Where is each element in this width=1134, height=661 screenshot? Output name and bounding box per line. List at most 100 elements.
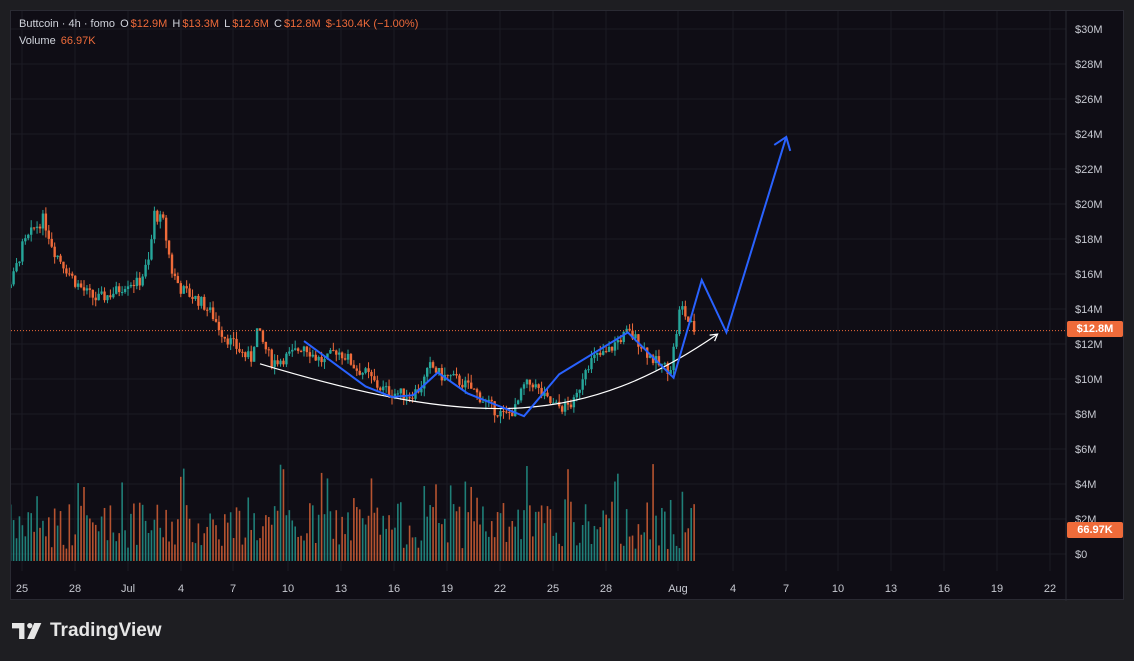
candle-body xyxy=(537,384,540,388)
candle-body xyxy=(467,380,470,383)
candle-body xyxy=(173,273,177,277)
volume-bar xyxy=(100,516,103,561)
volume-bar xyxy=(661,507,663,561)
candle-body xyxy=(640,346,643,349)
cup-curve-arrowhead xyxy=(709,333,719,342)
volume-bar xyxy=(229,512,232,561)
volume-bar xyxy=(174,544,176,561)
volume-bar xyxy=(570,501,572,561)
candle-body xyxy=(167,240,171,255)
candle-body xyxy=(458,375,461,385)
volume-label: Volume xyxy=(19,35,56,47)
candle-body xyxy=(663,363,666,365)
volume-bar xyxy=(42,520,44,561)
chart-panel[interactable]: $30M $28M $26M $24M $22M $20M $18M $16M $14M $12M… xyxy=(10,10,1125,601)
candle-body xyxy=(405,397,408,399)
volume-bar xyxy=(80,505,82,561)
volume-bar xyxy=(68,504,71,561)
candle-body xyxy=(255,328,259,348)
volume-bar xyxy=(599,527,602,561)
volume-bar xyxy=(191,542,194,561)
volume-bar xyxy=(408,525,411,561)
candle-body xyxy=(352,364,356,369)
volume-bar xyxy=(678,548,681,561)
volume-bar xyxy=(314,543,317,561)
candle-body xyxy=(326,353,329,360)
volume-bar xyxy=(171,521,173,561)
volume-bar xyxy=(144,520,147,561)
cup-curve xyxy=(259,333,718,410)
candle-body xyxy=(185,286,188,289)
candle-body xyxy=(428,362,432,369)
volume-bar xyxy=(423,486,426,561)
volume-bar xyxy=(326,478,329,561)
volume-bar xyxy=(449,485,452,561)
volume-bar xyxy=(136,544,138,561)
volume-bar xyxy=(203,533,206,561)
candle-body xyxy=(481,401,485,403)
volume-bar xyxy=(578,542,581,561)
volume-bar xyxy=(268,517,270,561)
volume-bar xyxy=(584,504,587,561)
volume-bar xyxy=(602,510,604,561)
volume-bar xyxy=(218,539,220,561)
candle-body xyxy=(118,286,121,293)
volume-bar xyxy=(27,512,30,561)
tradingview-brand[interactable]: TradingView xyxy=(12,620,162,642)
candle-body xyxy=(258,328,262,331)
volume-bar xyxy=(59,511,62,561)
candle-body xyxy=(241,351,244,353)
candle-body xyxy=(487,399,490,401)
candle-body xyxy=(294,348,297,350)
volume-bar xyxy=(282,469,285,561)
volume-bar xyxy=(197,523,200,561)
candle-body xyxy=(449,375,452,377)
price-chart[interactable]: $30M $28M $26M $24M $22M $20M $18M $16M $14M $12M… xyxy=(11,11,1125,601)
y-tick-label: $4M xyxy=(1075,479,1096,491)
volume-bar xyxy=(74,534,76,561)
volume-bar xyxy=(24,536,27,561)
volume-bar xyxy=(558,543,560,561)
volume-bar xyxy=(473,521,475,561)
volume-bar xyxy=(672,534,675,561)
candle-body xyxy=(408,397,411,399)
x-tick-label: 16 xyxy=(388,583,400,595)
volume-bar xyxy=(62,544,65,561)
volume-bar xyxy=(138,502,141,561)
volume-bar xyxy=(611,501,613,561)
candle-body xyxy=(628,328,631,331)
candle-body xyxy=(651,355,655,364)
candle-body xyxy=(147,259,150,265)
candle-body xyxy=(176,276,180,284)
candle-body xyxy=(514,404,517,417)
last-price-tag: $12.8M xyxy=(1067,321,1123,337)
y-tick-label: $24M xyxy=(1075,129,1103,141)
candle-body xyxy=(522,384,526,389)
candle-body xyxy=(59,255,62,262)
volume-bar xyxy=(215,525,217,561)
candle-body xyxy=(244,352,247,358)
volume-bar xyxy=(209,513,211,561)
candle-body xyxy=(687,316,690,322)
candle-body xyxy=(637,334,640,347)
volume-bar xyxy=(133,503,135,561)
volume-bar xyxy=(30,513,32,561)
volume-bar xyxy=(238,510,241,561)
volume-bar xyxy=(455,511,458,561)
candle-body xyxy=(109,295,112,298)
candle-body xyxy=(308,352,312,357)
volume-bar xyxy=(573,522,575,561)
volume-bar xyxy=(637,524,640,561)
volume-bar xyxy=(561,546,563,561)
volume-bar xyxy=(493,537,496,561)
candle-body xyxy=(593,354,596,359)
x-tick-label: Aug xyxy=(668,583,688,595)
volume-bar xyxy=(165,509,167,561)
volume-bar xyxy=(643,532,646,561)
x-tick-label: Jul xyxy=(121,583,135,595)
volume-bar xyxy=(537,511,540,561)
candle-body xyxy=(382,386,385,391)
volume-bar xyxy=(576,545,578,561)
volume-bar xyxy=(147,532,150,561)
volume-bar xyxy=(655,515,657,561)
